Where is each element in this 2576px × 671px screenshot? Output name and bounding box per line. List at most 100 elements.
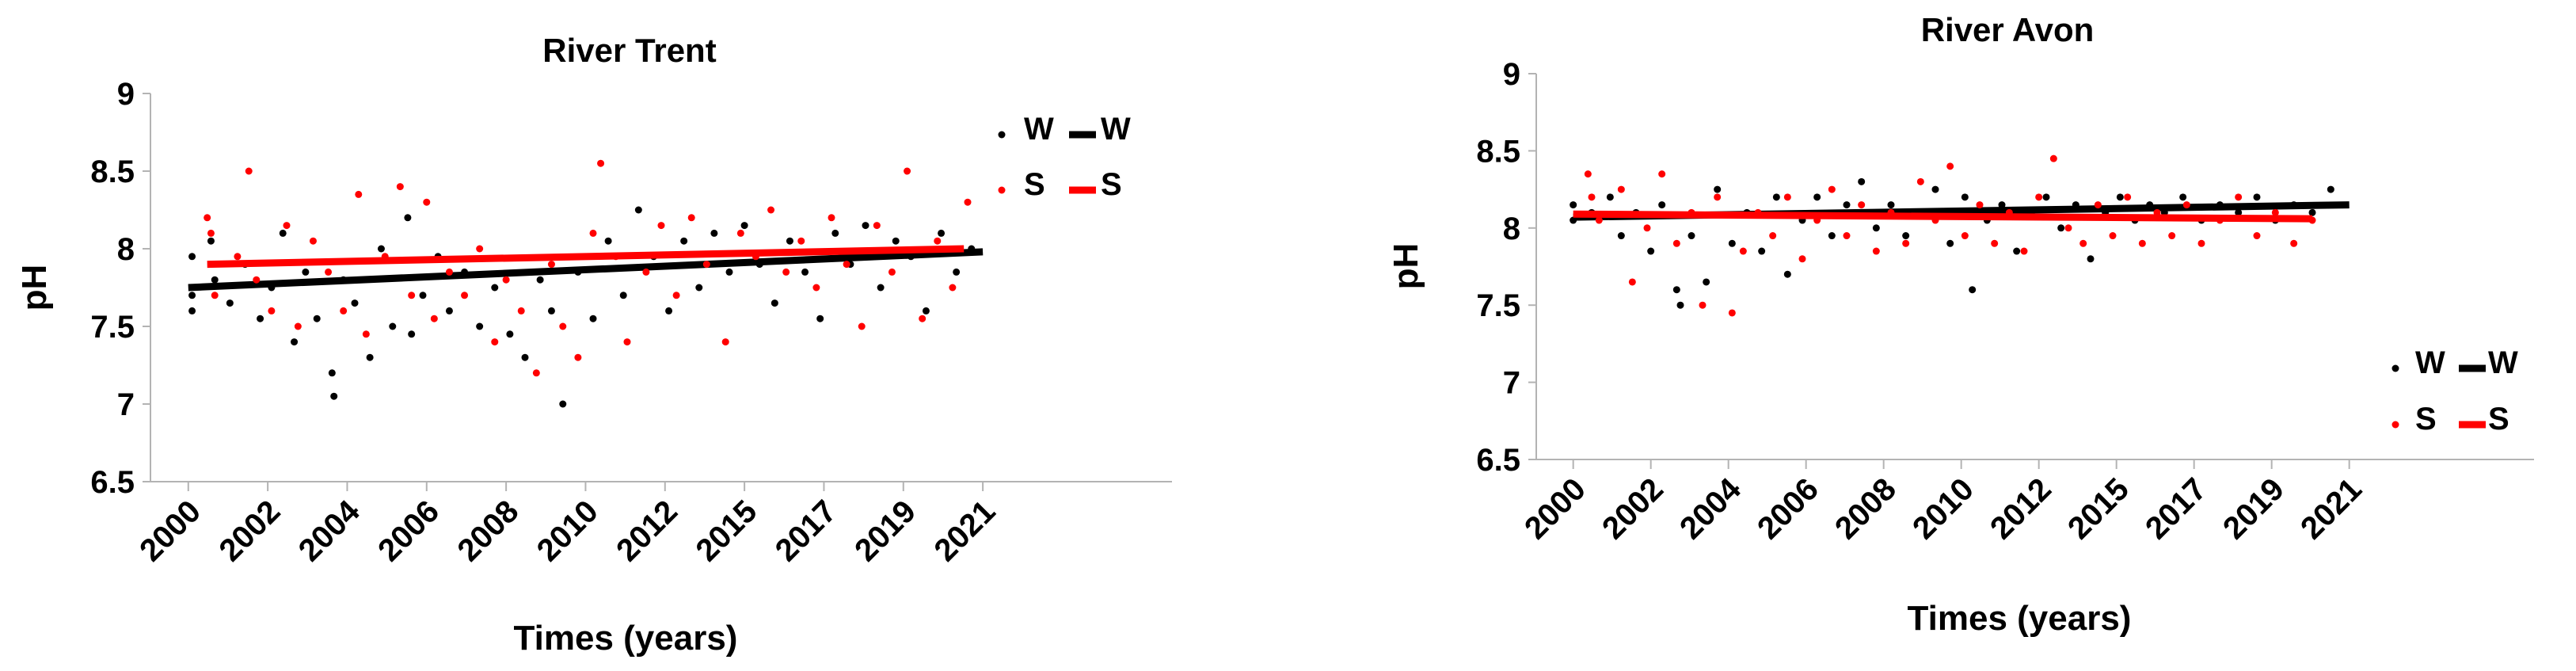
s-data-point [1916, 177, 1924, 185]
s-data-point [782, 268, 790, 276]
s-data-point [2064, 224, 2072, 232]
w-data-point [725, 268, 733, 276]
legend-line-label-w: W [1101, 112, 1131, 147]
w-data-point [1998, 201, 2006, 209]
y-tick-label: 8 [1503, 212, 1520, 246]
s-data-point [672, 292, 680, 299]
w-data-point [604, 237, 612, 245]
y-tick-label: 7.5 [90, 310, 135, 345]
w-data-point [351, 299, 359, 307]
s-data-point [2035, 193, 2043, 201]
y-tick-label: 7 [117, 387, 135, 422]
s-data-point [547, 261, 555, 269]
y-tick-label: 9 [117, 77, 135, 112]
s-data-point [211, 292, 219, 299]
s-data-point [828, 214, 835, 222]
x-tick-label: 2012 [1984, 471, 2058, 546]
s-data-point [294, 322, 302, 330]
y-tick-label: 6.5 [1476, 443, 1520, 478]
y-tick-label: 8 [117, 232, 135, 267]
s-data-point [1658, 170, 1666, 178]
y-tick-label: 6.5 [90, 465, 135, 500]
s-data-point [325, 268, 333, 276]
s-data-point [340, 307, 348, 315]
s-data-point [1858, 201, 1866, 209]
w-data-point [1703, 278, 1710, 286]
chart-title: River Trent [542, 32, 716, 69]
w-data-point [938, 229, 946, 237]
w-data-point [2235, 208, 2243, 216]
s-data-point [904, 167, 911, 175]
s-data-point [245, 167, 253, 175]
s-data-point [532, 369, 540, 377]
w-data-point [2013, 247, 2021, 255]
s-data-point [919, 315, 927, 322]
w-data-point [2057, 224, 2065, 232]
x-tick-label: 2021 [2294, 471, 2369, 546]
s-data-point [597, 159, 605, 167]
y-tick-label: 7 [1503, 366, 1520, 401]
s-data-point [362, 330, 370, 338]
x-tick-label: 2004 [1673, 471, 1748, 547]
w-data-point [1813, 193, 1821, 201]
w-data-point [1931, 185, 1939, 193]
s-data-point [2290, 239, 2298, 247]
w-data-point [419, 292, 427, 299]
w-data-point [816, 315, 824, 322]
legend-line-label-s: S [2488, 402, 2509, 437]
s-data-point [1643, 224, 1651, 232]
s-data-point [1714, 193, 1722, 201]
legend-line-label-w: W [2488, 345, 2518, 380]
w-data-point [589, 315, 597, 322]
x-tick-label: 2000 [1518, 471, 1592, 546]
y-axis-label: pH [15, 265, 54, 311]
s-data-point [204, 214, 211, 222]
s-data-point [964, 198, 972, 206]
w-data-point [922, 307, 930, 315]
x-tick-label: 2008 [1828, 471, 1903, 546]
x-tick-label: 2019 [848, 494, 923, 568]
w-data-point [1658, 201, 1666, 209]
w-data-point [491, 284, 499, 292]
s-data-point [1588, 193, 1596, 201]
w-data-point [892, 237, 900, 245]
w-data-point [188, 292, 196, 299]
s-data-point [430, 315, 438, 322]
w-data-point [740, 222, 748, 230]
w-data-point [536, 276, 544, 284]
x-axis-label: Times (years) [1908, 599, 2132, 638]
s-data-point [574, 353, 582, 361]
x-tick-label: 2006 [371, 494, 446, 568]
w-data-point [1783, 270, 1791, 278]
s-data-point [1976, 201, 1984, 209]
w-data-point [1828, 232, 1836, 240]
s-data-point [491, 338, 499, 346]
w-data-point [559, 400, 567, 408]
s-data-point [1628, 278, 1636, 286]
w-data-point [2116, 193, 2124, 201]
s-data-point [1739, 247, 1747, 255]
w-data-point [1647, 247, 1655, 255]
w-data-point [1672, 286, 1680, 294]
s-data-point [858, 322, 866, 330]
s-data-point [623, 338, 631, 346]
s-data-point [2182, 201, 2190, 209]
s-data-point [283, 222, 291, 230]
s-data-point [797, 237, 805, 245]
w-data-point [2179, 193, 2187, 201]
s-data-point [2094, 201, 2102, 209]
w-data-point [1902, 232, 1910, 240]
legend-marker-w [2391, 364, 2399, 372]
w-data-point [831, 229, 839, 237]
w-data-point [291, 338, 299, 346]
w-data-point [1887, 201, 1895, 209]
s-data-point [1872, 247, 1880, 255]
s-data-point [1798, 255, 1806, 263]
s-data-point [396, 183, 404, 191]
s-data-point [642, 268, 650, 276]
s-data-point [2168, 232, 2176, 240]
x-tick-label: 2019 [2216, 471, 2291, 546]
w-data-point [207, 237, 215, 245]
s-data-point [2020, 247, 2028, 255]
s-data-point [702, 261, 710, 269]
